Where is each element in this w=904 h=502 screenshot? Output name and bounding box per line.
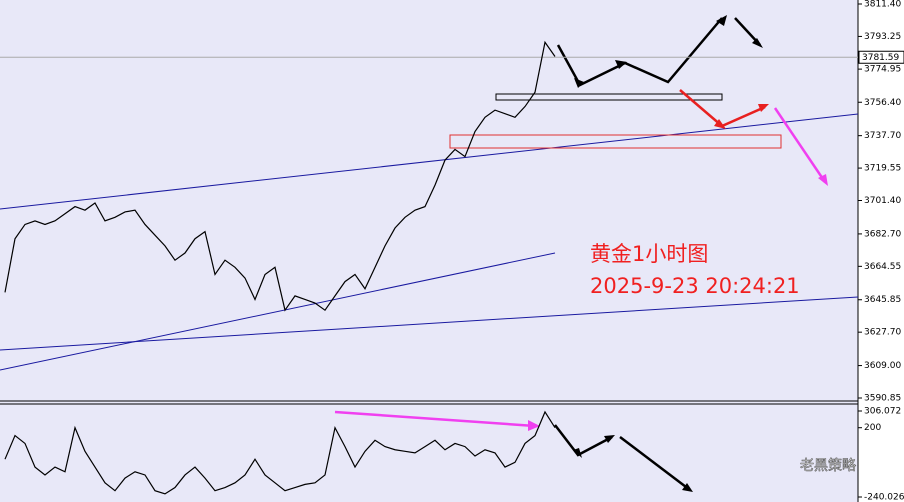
y-tick-label: 3793.25: [864, 32, 901, 42]
y-tick-label: 3664.55: [864, 262, 901, 272]
y-tick-label: 3737.70: [864, 131, 901, 141]
axis-background: [858, 0, 904, 502]
price-line: [4, 40, 556, 312]
y-tick-label: 3719.55: [864, 164, 901, 174]
chart-subtitle: 2025-9-23 20:24:21: [590, 274, 800, 298]
y-tick-label: 3701.40: [864, 196, 901, 206]
zone-box: [495, 93, 723, 101]
y-tick-label: 3682.70: [864, 229, 901, 239]
y-tick-label: 3811.40: [864, 0, 901, 10]
watermark: 老黑策略: [800, 457, 856, 474]
arrow-heads: [528, 15, 828, 492]
y-tick-label: 306.072: [864, 407, 901, 417]
chart-title: 黄金1小时图: [590, 242, 708, 266]
trend-line: [0, 113, 859, 210]
y-tick-label: 3645.85: [864, 295, 901, 305]
y-tick-label: 3609.00: [864, 361, 901, 371]
y-tick-label: 200: [864, 423, 881, 433]
zone-box: [449, 134, 782, 149]
y-tick-label: 3774.95: [864, 65, 901, 75]
current-price-box: [858, 50, 904, 64]
plot-background: [0, 0, 858, 502]
trend-line: [0, 252, 556, 371]
price-line: [4, 410, 556, 495]
y-tick-label: -240.0266: [864, 493, 904, 502]
y-tick-label: 3627.70: [864, 328, 901, 338]
current-price-label: 3781.59: [862, 53, 899, 63]
y-tick-label: 3756.40: [864, 98, 901, 108]
trend-line: [0, 296, 859, 351]
y-tick-label: 3590.85: [864, 394, 901, 404]
